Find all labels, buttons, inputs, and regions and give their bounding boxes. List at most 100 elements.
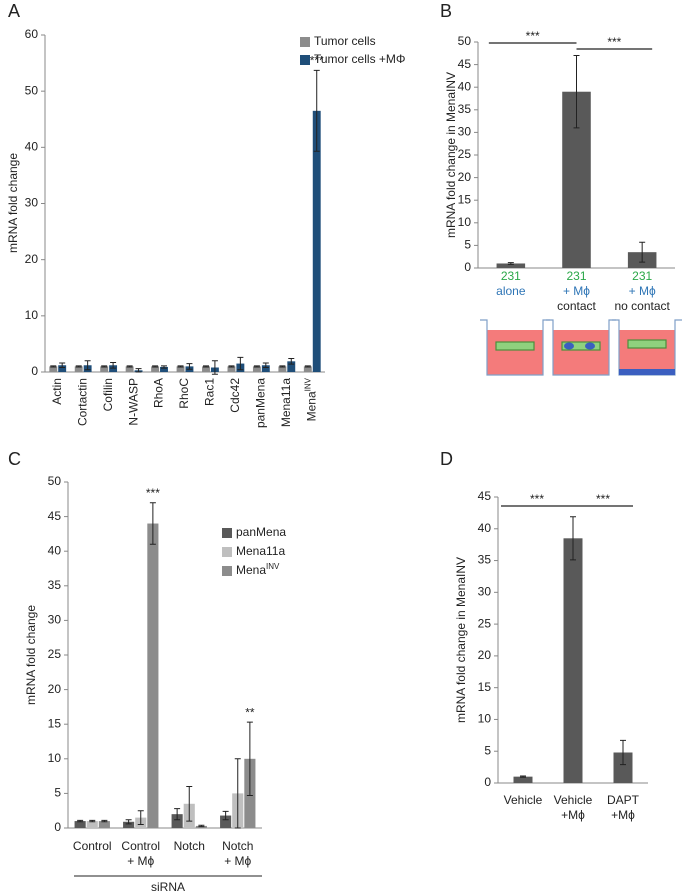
legend-label: MenaINV bbox=[236, 562, 280, 577]
well-no-contact bbox=[612, 319, 682, 376]
error-bar bbox=[237, 356, 244, 371]
bar bbox=[98, 821, 110, 828]
x-tick-label: Mena11a bbox=[279, 378, 293, 427]
legend-swatch bbox=[222, 566, 232, 576]
panel-label: A bbox=[8, 1, 20, 21]
error-bar bbox=[77, 819, 84, 823]
x-tick-label: RhoC bbox=[177, 378, 191, 409]
x-tick-label: Control bbox=[121, 839, 160, 853]
bar bbox=[261, 365, 270, 372]
y-tick-label: 5 bbox=[484, 743, 491, 757]
error-bar bbox=[246, 721, 253, 796]
y-axis-label: mRNA fold change bbox=[24, 605, 38, 705]
x-tick-label: Rac1 bbox=[203, 378, 217, 406]
error-bar bbox=[186, 785, 193, 822]
error-bar bbox=[110, 361, 117, 369]
y-axis-label: mRNA fold change in MenaINV bbox=[444, 72, 458, 238]
y-tick-label: 35 bbox=[478, 553, 492, 567]
error-bar bbox=[520, 775, 526, 778]
y-tick-label: 30 bbox=[478, 585, 492, 599]
x-tick-label: Notch bbox=[222, 839, 253, 853]
x-tick-label: + Mϕ bbox=[629, 284, 656, 298]
y-tick-label: 25 bbox=[458, 147, 472, 161]
y-tick-label: 0 bbox=[31, 364, 38, 378]
bar bbox=[74, 366, 83, 372]
y-tick-label: 10 bbox=[458, 215, 472, 229]
y-tick-label: 20 bbox=[48, 682, 62, 696]
x-tick-label: Notch bbox=[174, 839, 205, 853]
error-bar bbox=[570, 516, 576, 561]
bar bbox=[287, 361, 296, 372]
y-tick-label: 45 bbox=[478, 489, 492, 503]
y-tick-label: 40 bbox=[48, 543, 62, 557]
x-tick-label: RhoA bbox=[152, 378, 166, 408]
error-bar bbox=[126, 365, 133, 368]
x-tick-label: +Mϕ bbox=[561, 808, 585, 822]
y-tick-label: 0 bbox=[54, 820, 61, 834]
error-bar bbox=[186, 363, 193, 370]
x-tick-label: Vehicle bbox=[554, 793, 593, 807]
bar bbox=[74, 821, 86, 828]
panel-label: B bbox=[440, 1, 452, 21]
error-bar bbox=[101, 819, 108, 823]
bar bbox=[496, 263, 526, 268]
x-tick-label: Cortactin bbox=[75, 378, 89, 426]
error-bar bbox=[279, 365, 286, 368]
y-tick-label: 5 bbox=[464, 238, 471, 252]
legend-swatch bbox=[300, 55, 310, 65]
significance-label: *** bbox=[530, 492, 544, 506]
error-bar bbox=[198, 824, 205, 828]
bar bbox=[312, 110, 321, 372]
x-tick-label: Actin bbox=[50, 378, 64, 405]
y-tick-label: 40 bbox=[458, 79, 472, 93]
y-tick-label: 25 bbox=[48, 647, 62, 661]
error-bar bbox=[75, 365, 82, 368]
well-contact bbox=[546, 319, 616, 376]
bar bbox=[86, 821, 98, 828]
y-tick-label: 0 bbox=[464, 260, 471, 274]
bar bbox=[147, 523, 159, 828]
x-tick-label: 231 bbox=[566, 269, 586, 283]
y-tick-label: 30 bbox=[25, 196, 39, 210]
well-alone bbox=[480, 319, 550, 376]
error-bar bbox=[177, 365, 184, 368]
bar bbox=[160, 366, 168, 372]
bar bbox=[513, 776, 533, 783]
x-tick-label: Control bbox=[73, 839, 112, 853]
significance-label: *** bbox=[310, 54, 324, 68]
bar bbox=[125, 366, 134, 372]
legend-swatch bbox=[300, 37, 310, 47]
y-tick-label: 5 bbox=[54, 786, 61, 800]
bar bbox=[109, 365, 118, 372]
y-tick-label: 50 bbox=[48, 474, 62, 488]
y-tick-label: 15 bbox=[458, 192, 472, 206]
error-bar bbox=[125, 819, 132, 825]
error-bar bbox=[304, 365, 311, 368]
well-diagrams bbox=[480, 319, 682, 376]
y-tick-label: 60 bbox=[25, 27, 39, 41]
bar bbox=[220, 815, 232, 828]
panel-label: D bbox=[440, 449, 453, 469]
error-bar bbox=[313, 69, 320, 152]
error-bar bbox=[211, 360, 218, 375]
y-tick-label: 20 bbox=[458, 170, 472, 184]
error-bar bbox=[573, 55, 580, 129]
x-tick-label: N-WASP bbox=[126, 378, 140, 426]
error-bar bbox=[59, 362, 66, 369]
error-bar bbox=[262, 362, 269, 369]
legend-label: Tumor cells bbox=[314, 34, 376, 48]
bar bbox=[100, 366, 109, 372]
y-tick-label: 40 bbox=[25, 140, 39, 154]
error-bar bbox=[288, 358, 295, 365]
bar bbox=[303, 366, 312, 372]
x-tick-label: + Mϕ bbox=[563, 284, 590, 298]
bar bbox=[613, 752, 633, 783]
legend-label: Tumor cells +MΦ bbox=[314, 52, 405, 66]
x-tick-label: DAPT bbox=[607, 793, 640, 807]
x-tick-label: + Mϕ bbox=[224, 854, 251, 868]
error-bar bbox=[50, 365, 57, 368]
y-tick-label: 20 bbox=[478, 648, 492, 662]
significance-label: ** bbox=[245, 705, 255, 719]
error-bar bbox=[135, 368, 142, 373]
